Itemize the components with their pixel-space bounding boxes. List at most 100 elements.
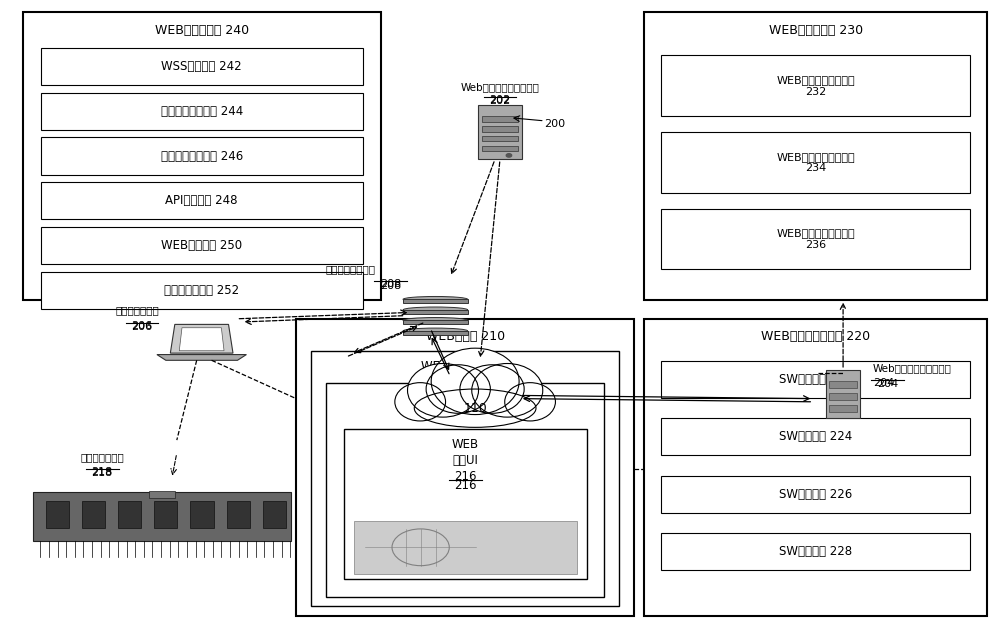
Bar: [661, 209, 970, 269]
Ellipse shape: [403, 317, 468, 323]
Text: 200: 200: [544, 119, 565, 129]
Polygon shape: [403, 321, 468, 324]
Ellipse shape: [426, 365, 490, 413]
Bar: [227, 501, 250, 527]
Bar: [149, 491, 175, 498]
Text: 214: 214: [454, 417, 476, 430]
Text: 214: 214: [454, 408, 476, 421]
Text: 物理缓存存储器: 物理缓存存储器: [80, 453, 124, 462]
Bar: [482, 136, 518, 141]
Bar: [661, 533, 970, 571]
Text: 218: 218: [92, 468, 113, 478]
Bar: [826, 370, 860, 418]
Ellipse shape: [403, 328, 468, 334]
Polygon shape: [157, 355, 246, 360]
Text: WEB应用服务器 230: WEB应用服务器 230: [769, 24, 863, 37]
Text: WEB浏览器 210: WEB浏览器 210: [426, 330, 505, 343]
Bar: [482, 117, 518, 122]
Text: WEB应用服务工作方 220: WEB应用服务工作方 220: [761, 330, 870, 343]
Bar: [661, 419, 970, 455]
Bar: [41, 227, 363, 264]
Bar: [478, 105, 522, 159]
Bar: [482, 146, 518, 151]
Text: 204: 204: [877, 379, 898, 390]
Ellipse shape: [403, 296, 468, 302]
Text: WEB代理模块 250: WEB代理模块 250: [161, 239, 242, 252]
Ellipse shape: [395, 383, 446, 421]
Bar: [190, 501, 214, 527]
Polygon shape: [179, 328, 224, 351]
Bar: [661, 132, 970, 193]
Text: 216: 216: [454, 479, 476, 492]
Text: 202: 202: [489, 95, 511, 106]
Bar: [644, 12, 987, 299]
Bar: [661, 55, 970, 116]
Bar: [41, 182, 363, 219]
Bar: [829, 381, 857, 388]
Bar: [482, 126, 518, 131]
Text: 客户端计算设备: 客户端计算设备: [115, 306, 159, 316]
Bar: [326, 383, 604, 596]
Text: WEB应用沙盒: WEB应用沙盒: [438, 392, 493, 405]
Text: 沙盒逻辑代理模块 246: 沙盒逻辑代理模块 246: [161, 149, 243, 162]
Ellipse shape: [408, 363, 479, 417]
Text: 206: 206: [131, 321, 153, 331]
Text: WEB安全服务器 240: WEB安全服务器 240: [155, 24, 249, 37]
Text: SW沙盒接口 224: SW沙盒接口 224: [779, 430, 852, 444]
Bar: [41, 272, 363, 308]
Bar: [82, 501, 105, 527]
Bar: [23, 12, 381, 299]
Circle shape: [506, 154, 512, 157]
Ellipse shape: [460, 365, 524, 413]
Text: Web应用服务器计算设备: Web应用服务器计算设备: [873, 363, 952, 373]
Bar: [41, 93, 363, 130]
Text: 204: 204: [873, 377, 894, 388]
Bar: [263, 501, 286, 527]
Bar: [354, 521, 577, 574]
Text: WEB: WEB: [452, 438, 479, 451]
Text: 216: 216: [454, 470, 476, 483]
Bar: [829, 405, 857, 412]
Bar: [311, 351, 619, 606]
Bar: [344, 429, 587, 579]
Bar: [661, 476, 970, 513]
Ellipse shape: [431, 348, 519, 415]
Bar: [296, 319, 634, 616]
Text: 218: 218: [92, 467, 113, 477]
Text: SW虚拟缓存 228: SW虚拟缓存 228: [779, 545, 852, 558]
Polygon shape: [403, 310, 468, 314]
Bar: [41, 137, 363, 175]
Ellipse shape: [414, 389, 536, 428]
Bar: [644, 319, 987, 616]
Text: 208: 208: [380, 279, 401, 289]
Bar: [829, 393, 857, 400]
Text: SW缓存接口 226: SW缓存接口 226: [779, 488, 852, 501]
Text: Web安全服务器计算设备: Web安全服务器计算设备: [461, 82, 539, 92]
Text: WEB应用客户端 212: WEB应用客户端 212: [421, 360, 509, 374]
Text: API代理模块 248: API代理模块 248: [165, 194, 238, 207]
Bar: [46, 501, 69, 527]
Polygon shape: [403, 331, 468, 335]
Bar: [33, 492, 291, 541]
Text: SW网络接口 222: SW网络接口 222: [779, 373, 852, 386]
Polygon shape: [170, 325, 233, 353]
Text: 206: 206: [131, 322, 153, 332]
Bar: [41, 48, 363, 85]
Bar: [154, 501, 177, 527]
Ellipse shape: [403, 307, 468, 313]
Text: WEB应用客户端应答器
232: WEB应用客户端应答器 232: [776, 75, 855, 97]
Text: 应用UI: 应用UI: [452, 454, 478, 467]
Text: 客户端代理服务器: 客户端代理服务器: [326, 264, 376, 274]
Ellipse shape: [505, 383, 555, 421]
Text: 202: 202: [489, 96, 511, 106]
Text: 缓存逻辑代理模块 244: 缓存逻辑代理模块 244: [161, 105, 243, 118]
Text: WEB应用沙盒逻辑模块
236: WEB应用沙盒逻辑模块 236: [776, 228, 855, 250]
Text: WEB应用缓存逻辑模块
234: WEB应用缓存逻辑模块 234: [776, 151, 855, 173]
Ellipse shape: [472, 363, 543, 417]
Text: 208: 208: [380, 281, 401, 290]
Text: 110: 110: [463, 402, 487, 415]
Text: 敏感数据检测器 252: 敏感数据检测器 252: [164, 283, 239, 297]
Bar: [118, 501, 141, 527]
Text: WSS网络接口 242: WSS网络接口 242: [161, 60, 242, 73]
Bar: [661, 361, 970, 398]
